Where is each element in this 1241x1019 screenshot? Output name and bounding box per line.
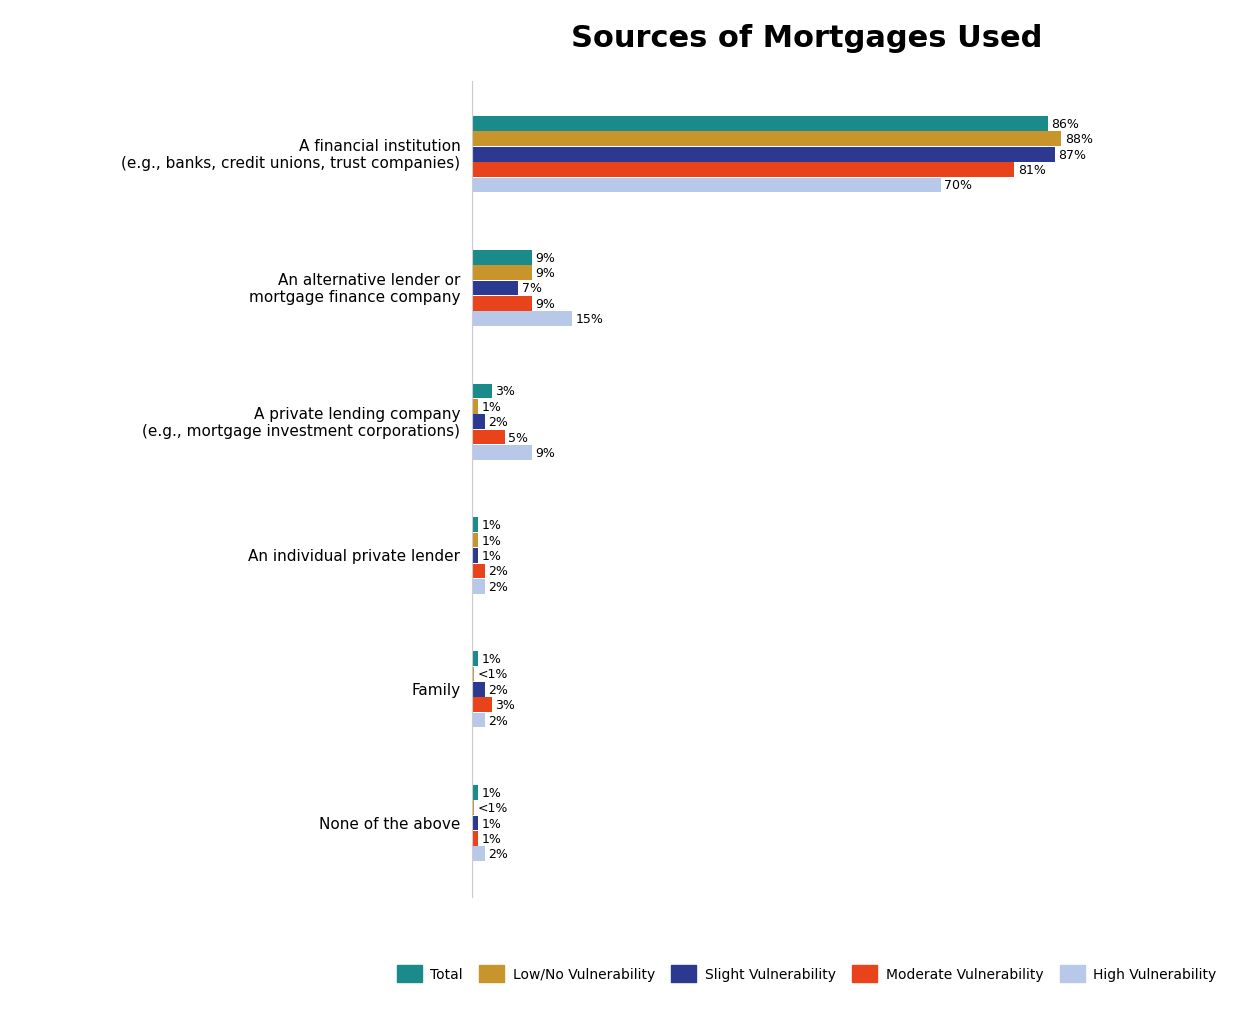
Text: 2%: 2%: [488, 565, 509, 578]
Bar: [472, 415, 485, 430]
Bar: [472, 666, 474, 682]
Bar: [472, 816, 478, 830]
Text: 1%: 1%: [482, 816, 501, 829]
Bar: [472, 251, 532, 265]
Bar: [472, 266, 532, 280]
Bar: [472, 548, 478, 564]
Bar: [472, 117, 1047, 131]
Bar: [472, 445, 532, 461]
Bar: [472, 683, 485, 697]
Bar: [472, 281, 519, 296]
Text: <1%: <1%: [478, 801, 508, 814]
Text: 2%: 2%: [488, 683, 509, 696]
Bar: [472, 801, 474, 815]
Text: 1%: 1%: [482, 549, 501, 562]
Text: 2%: 2%: [488, 416, 509, 429]
Text: 9%: 9%: [535, 446, 555, 460]
Text: 3%: 3%: [495, 698, 515, 711]
Bar: [472, 564, 485, 579]
Bar: [472, 533, 478, 548]
Bar: [472, 518, 478, 533]
Text: 1%: 1%: [482, 519, 501, 532]
Bar: [472, 312, 572, 327]
Text: <1%: <1%: [478, 667, 508, 681]
Text: 1%: 1%: [482, 400, 501, 414]
Bar: [472, 148, 1055, 162]
Bar: [472, 399, 478, 415]
Text: 9%: 9%: [535, 298, 555, 311]
Bar: [472, 698, 491, 712]
Bar: [472, 832, 478, 846]
Text: 15%: 15%: [576, 313, 603, 326]
Text: 1%: 1%: [482, 534, 501, 547]
Legend: Total, Low/No Vulnerability, Slight Vulnerability, Moderate Vulnerability, High : Total, Low/No Vulnerability, Slight Vuln…: [391, 960, 1222, 987]
Bar: [472, 297, 532, 312]
Bar: [472, 132, 1061, 147]
Text: 9%: 9%: [535, 252, 555, 264]
Text: 3%: 3%: [495, 385, 515, 398]
Bar: [472, 163, 1014, 177]
Title: Sources of Mortgages Used: Sources of Mortgages Used: [571, 23, 1042, 53]
Text: 7%: 7%: [521, 282, 542, 296]
Bar: [472, 430, 505, 445]
Bar: [472, 847, 485, 861]
Bar: [472, 713, 485, 728]
Bar: [472, 178, 941, 194]
Text: 1%: 1%: [482, 833, 501, 845]
Text: 5%: 5%: [509, 431, 529, 444]
Text: 86%: 86%: [1051, 118, 1080, 130]
Text: 2%: 2%: [488, 848, 509, 860]
Bar: [472, 651, 478, 666]
Text: 2%: 2%: [488, 580, 509, 593]
Bar: [472, 785, 478, 800]
Text: 70%: 70%: [944, 179, 972, 193]
Text: 1%: 1%: [482, 786, 501, 799]
Text: 81%: 81%: [1018, 164, 1046, 177]
Text: 9%: 9%: [535, 267, 555, 280]
Text: 87%: 87%: [1057, 149, 1086, 162]
Bar: [472, 580, 485, 594]
Text: 88%: 88%: [1065, 133, 1092, 146]
Text: 2%: 2%: [488, 714, 509, 727]
Bar: [472, 384, 491, 398]
Text: 1%: 1%: [482, 652, 501, 665]
